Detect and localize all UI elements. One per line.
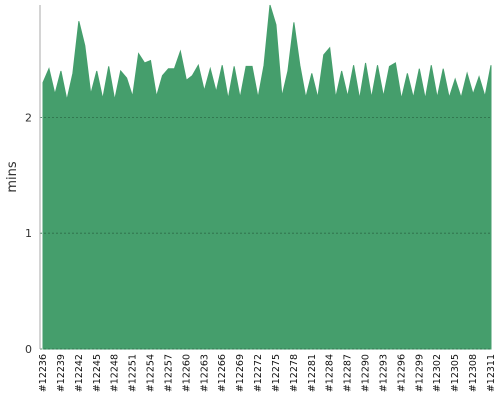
- x-tick-label: #12281: [307, 354, 318, 392]
- x-tick-label: #12254: [146, 354, 157, 392]
- x-tick-label: #12275: [271, 354, 282, 392]
- x-tick-label: #12257: [163, 354, 174, 392]
- x-tick-label: #12311: [486, 354, 497, 392]
- x-tick-label: #12263: [199, 354, 210, 392]
- x-tick-label: #12296: [396, 354, 407, 392]
- x-tick-label: #12251: [128, 354, 139, 392]
- x-tick-label: #12290: [361, 354, 372, 392]
- x-tick-label: #12269: [235, 354, 246, 392]
- area: [42, 4, 492, 350]
- x-tick-label: #12302: [432, 354, 443, 392]
- y-axis-label: mins: [5, 161, 20, 193]
- x-tick-label: #12245: [92, 354, 103, 392]
- x-tick-label: #12287: [343, 354, 354, 392]
- x-tick-label: #12293: [378, 354, 389, 392]
- x-tick-label: #12239: [56, 354, 67, 392]
- x-tick-label: #12266: [217, 354, 228, 392]
- x-tick-label: #12272: [253, 354, 264, 392]
- y-tick-label: 2: [25, 111, 32, 124]
- x-tick-label: #12299: [414, 354, 425, 392]
- x-tick-label: #12284: [325, 354, 336, 392]
- x-tick-label: #12305: [450, 354, 461, 392]
- x-tick-label: #12248: [110, 354, 121, 392]
- x-tick-label: #12236: [38, 354, 49, 392]
- y-tick-label: 1: [25, 227, 32, 240]
- x-tick-label: #12242: [74, 354, 85, 392]
- y-tick-label: 0: [25, 343, 32, 356]
- x-tick-label: #12260: [181, 354, 192, 392]
- x-tick-label: #12278: [289, 354, 300, 392]
- x-tick-label: #12308: [468, 354, 479, 392]
